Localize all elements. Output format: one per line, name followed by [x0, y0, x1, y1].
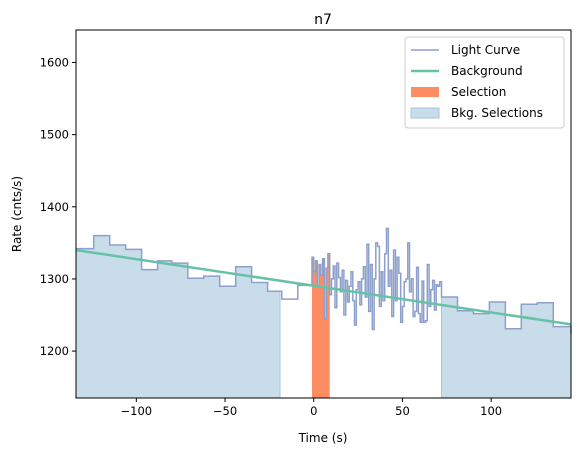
x-tick-label: 50 [395, 404, 410, 418]
x-tick-label: 100 [480, 404, 502, 418]
light-curve-step-line [76, 227, 572, 335]
legend-label-0: Light Curve [451, 43, 520, 57]
background-line [75, 248, 572, 326]
legend: Light Curve Background Selection Bkg. Selec… [404, 36, 565, 129]
x-axis-label: Time (s) [298, 431, 348, 445]
x-axis-ticks: −100 −50 0 50 100 [121, 398, 502, 418]
legend-entries: Light Curve Background Selection Bkg. Selec… [410, 43, 543, 120]
y-tick-label: 1200 [40, 344, 69, 358]
y-axis-label: Rate (cnts/s) [10, 176, 24, 252]
bkg-selection-fills [75, 235, 572, 399]
legend-swatch-2 [411, 87, 439, 97]
plot-area [75, 227, 572, 399]
x-tick-label: −50 [213, 404, 237, 418]
selection-fills [312, 253, 330, 398]
y-axis-ticks: 1200 1300 1400 1500 1600 [40, 55, 76, 358]
legend-label-1: Background [451, 64, 523, 78]
plot-frame [75, 29, 572, 399]
x-tick-label: 0 [310, 404, 317, 418]
selection-area [312, 253, 330, 398]
legend-label-3: Bkg. Selections [451, 106, 543, 120]
background-fit-line [75, 248, 572, 326]
y-tick-label: 1300 [40, 272, 69, 286]
legend-label-2: Selection [451, 85, 506, 99]
light-curve [76, 227, 572, 335]
chart-title: n7 [314, 12, 332, 28]
legend-swatch-3 [410, 107, 440, 119]
legend-box [404, 36, 565, 129]
bkg-selection-area-0 [75, 235, 281, 399]
y-tick-label: 1400 [40, 200, 69, 214]
y-tick-label: 1500 [40, 128, 69, 142]
y-tick-label: 1600 [40, 55, 69, 69]
x-tick-label: −100 [121, 404, 153, 418]
bkg-selection-area-1 [441, 296, 572, 399]
